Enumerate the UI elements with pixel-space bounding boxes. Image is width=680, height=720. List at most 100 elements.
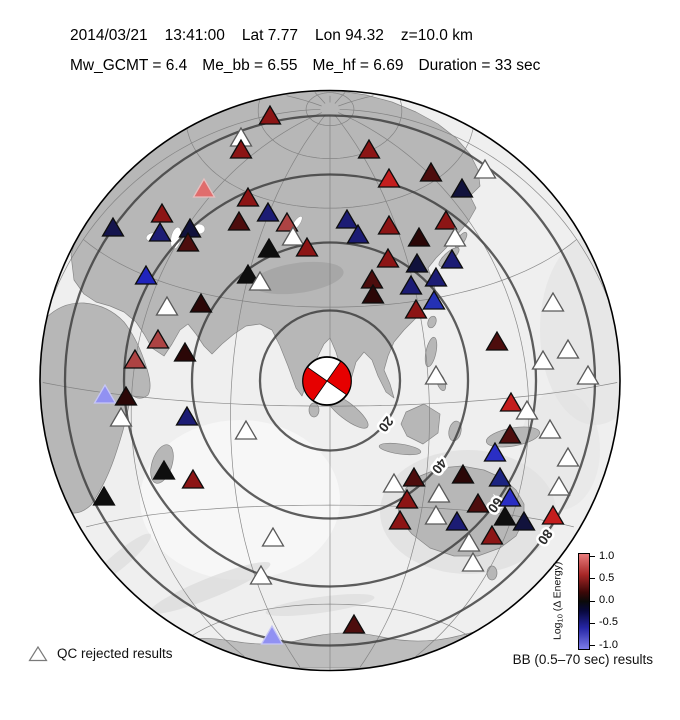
title-segment: 2014/03/21 [70, 27, 148, 44]
title-line-2: Mw_GCMT = 6.4 Me_bb = 6.55 Me_hf = 6.69 Dur… [70, 57, 540, 75]
station-marker [175, 405, 199, 426]
meridian-line [339, 108, 610, 302]
station-marker [92, 485, 116, 506]
station-marker-qc-rejected [531, 349, 555, 370]
colorbar-title: Log10 (Δ Energy) [551, 561, 565, 640]
station-marker [260, 624, 284, 645]
station-marker [485, 330, 509, 351]
station-marker [488, 466, 512, 487]
landmass-taiwan [427, 315, 437, 329]
meridian-line [338, 95, 374, 107]
colorbar-tick [590, 556, 595, 557]
station-marker-qc-rejected [424, 364, 448, 385]
station-markers [92, 104, 600, 645]
station-marker-qc-rejected [155, 295, 179, 316]
colorbar-tick-label: 1.0 [599, 549, 615, 562]
station-marker-qc-rejected [515, 399, 539, 420]
title-line-1: 2014/03/21 13:41:00 Lat 7.77 Lon 94.32 z=10.… [70, 27, 473, 45]
station-marker [498, 423, 522, 444]
distance-ring [122, 173, 538, 588]
station-marker [419, 161, 443, 182]
station-marker-qc-rejected [547, 475, 571, 496]
station-marker [152, 459, 176, 480]
parallel-line [305, 92, 355, 126]
station-marker [101, 216, 125, 237]
station-marker-qc-rejected [427, 482, 451, 503]
parallel-line [186, 128, 474, 209]
station-marker [93, 383, 117, 404]
title-segment: Lon 94.32 [314, 27, 384, 44]
station-marker [123, 348, 147, 369]
distance-ring [190, 241, 470, 520]
station-marker [361, 283, 385, 304]
station-marker [422, 289, 446, 310]
station-marker [189, 292, 213, 313]
colorbar-tick [590, 600, 595, 602]
title-segment: Mw_GCMT = 6.4 [70, 57, 188, 74]
station-marker [146, 328, 170, 349]
station-marker [493, 505, 517, 526]
station-marker [150, 202, 174, 223]
parallel-line [83, 239, 577, 308]
station-marker [236, 263, 260, 284]
station-marker [227, 210, 251, 231]
title-segment: Me_bb = 6.55 [202, 57, 298, 74]
title-segment: Me_hf = 6.69 [312, 57, 404, 74]
colorbar-tick-label: -0.5 [599, 616, 618, 629]
station-marker [498, 486, 522, 507]
distance-ring [258, 309, 402, 452]
station-marker [148, 221, 172, 242]
station-marker [512, 510, 536, 531]
station-marker [256, 201, 280, 222]
colorbar-gradient [578, 553, 590, 650]
station-marker [451, 463, 475, 484]
station-marker [295, 236, 319, 257]
landmass-srilanka [308, 402, 320, 418]
station-marker-qc-rejected [424, 504, 448, 525]
map-outline [39, 89, 621, 672]
station-marker-qc-rejected [461, 551, 485, 572]
meridian-line [314, 92, 326, 104]
station-marker-qc-rejected [443, 226, 467, 247]
meridian-line [334, 92, 346, 104]
station-marker [257, 237, 281, 258]
results-band-label: BB (0.5–70 sec) results [512, 652, 653, 667]
station-marker [434, 209, 458, 230]
station-marker-qc-rejected [281, 225, 305, 246]
colorbar-tick [590, 645, 595, 646]
station-marker [407, 226, 431, 247]
qc-legend: QC rejected results [28, 645, 173, 662]
meridian-line [334, 114, 430, 668]
station-marker [114, 385, 138, 406]
station-marker [377, 167, 401, 188]
station-marker-qc-rejected [261, 526, 285, 547]
landmass-tasmania [486, 565, 498, 581]
parallel-line [257, 99, 403, 159]
station-marker [346, 223, 370, 244]
station-marker [404, 298, 428, 319]
title-segment: Lat 7.77 [241, 27, 298, 44]
station-marker-qc-rejected [109, 406, 133, 427]
colorbar-tick-label: -1.0 [599, 638, 618, 651]
station-marker [388, 509, 412, 530]
station-marker-qc-rejected [473, 158, 497, 179]
qc-triangle-icon [28, 645, 48, 662]
station-marker [342, 613, 366, 634]
station-marker [483, 441, 507, 462]
station-marker [466, 492, 490, 513]
station-marker [173, 341, 197, 362]
station-marker-qc-rejected [382, 472, 406, 493]
parallel-line [86, 504, 574, 528]
station-marker [181, 468, 205, 489]
station-marker-qc-rejected [249, 564, 273, 585]
parallel-line [42, 382, 618, 407]
landmass-borneo [400, 403, 441, 445]
landmass-java [378, 442, 422, 456]
station-marker-qc-rejected [234, 419, 258, 440]
station-marker [229, 138, 253, 159]
station-marker [357, 138, 381, 159]
meridian-line [286, 95, 322, 107]
station-marker-qc-rejected [576, 364, 600, 385]
station-marker [275, 211, 299, 232]
